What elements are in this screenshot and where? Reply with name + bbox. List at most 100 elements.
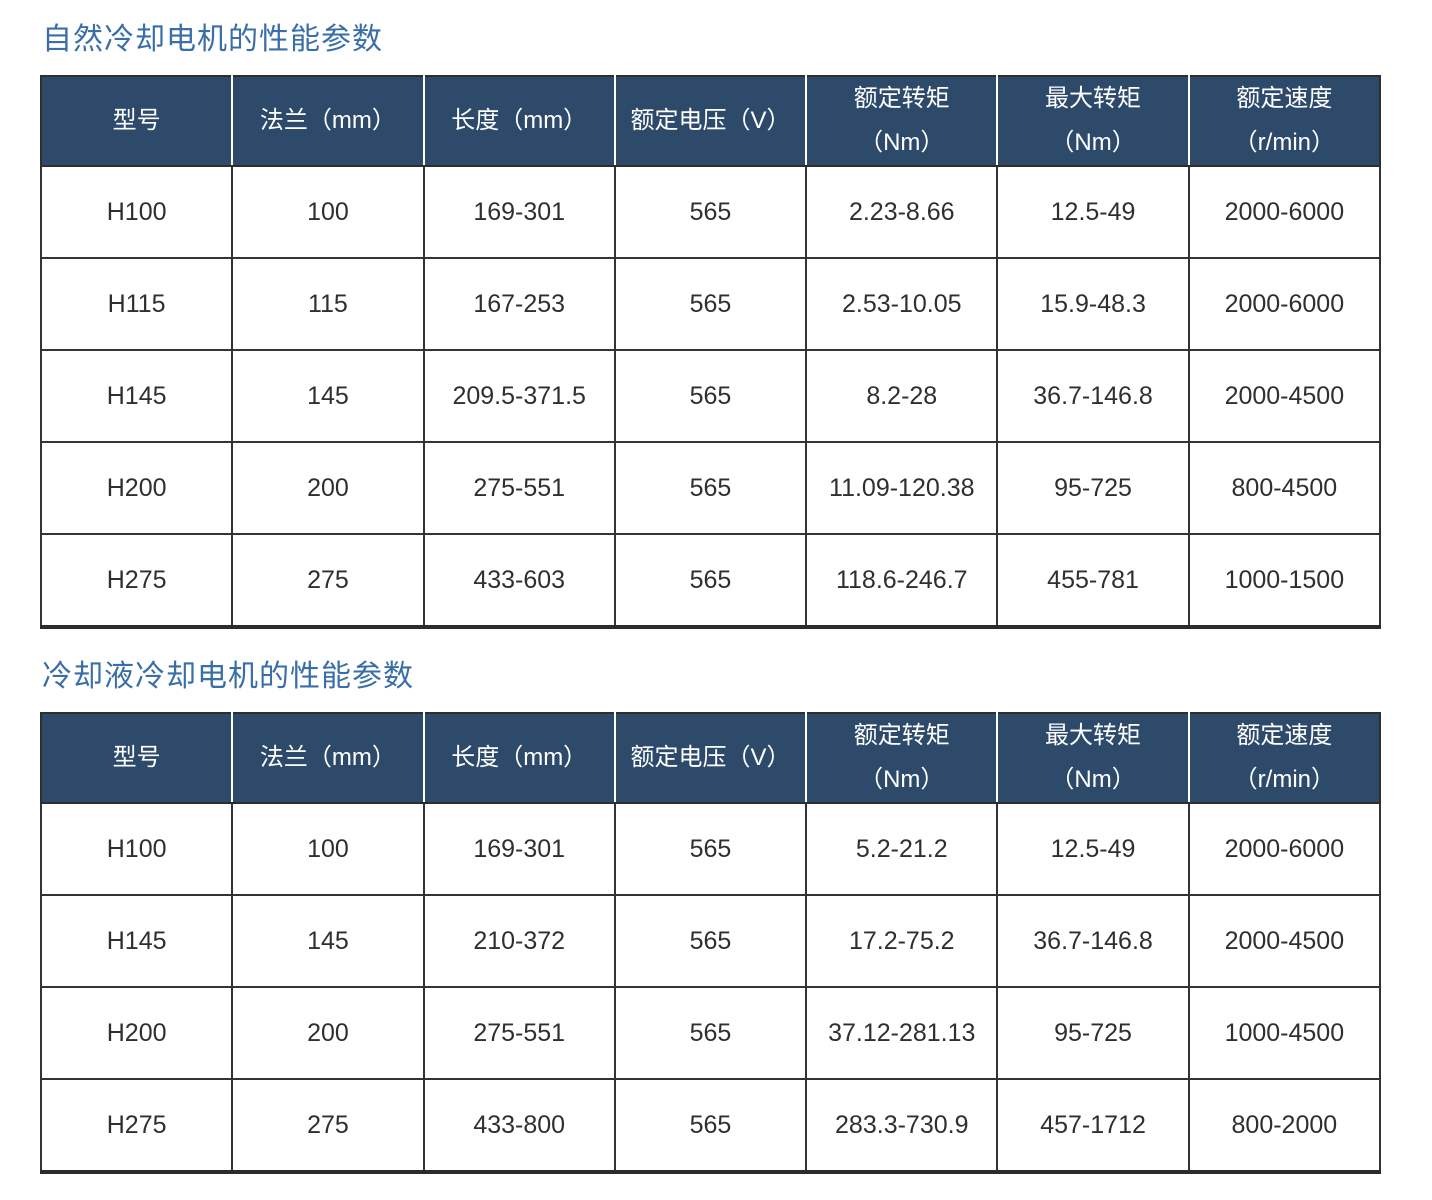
table-cell: 100	[231, 165, 425, 259]
table-title: 自然冷却电机的性能参数	[42, 23, 383, 56]
table-cell: 565	[613, 1078, 808, 1173]
table-cell: 565	[613, 802, 808, 896]
column-header-line1: 额定转矩	[853, 722, 950, 749]
table-cell: 1000-1500	[1187, 533, 1382, 628]
column-header: 额定转矩 （Nm）	[806, 76, 999, 167]
table-cell: 200	[231, 986, 425, 1080]
spec-table: 型号 法兰（mm） 长度（mm） 额定电压（V） 额定转矩 （Nm） 最大转矩 （Nm） 额定速…	[39, 75, 1382, 629]
table-section: 自然冷却电机的性能参数型号 法兰（mm） 长度（mm） 额定电压（V） 额定转矩 （Nm）…	[39, 22, 1382, 629]
header-row: 型号 法兰（mm） 长度（mm） 额定电压（V） 额定转矩 （Nm） 最大转矩 （Nm） 额定速…	[41, 76, 1380, 167]
table-cell: 36.7-146.8	[996, 349, 1190, 443]
table-cell: 210-372	[422, 894, 616, 988]
table-row: H145 145 210-372 565 17.2-75.2 36.7-146.8 2000…	[39, 894, 1382, 988]
table-title: 冷却液冷却电机的性能参数	[42, 660, 414, 693]
column-header-line1: 法兰（mm）	[259, 744, 396, 771]
table-row: H100 100 169-301 565 2.23-8.66 12.5-49 2000-60…	[39, 165, 1382, 259]
column-header: 最大转矩 （Nm）	[997, 713, 1190, 804]
table-cell: 433-603	[422, 533, 616, 628]
table-cell: 565	[613, 441, 808, 535]
table-body: H100 100 169-301 565 5.2-21.2 12.5-49 2000-600…	[39, 802, 1382, 1173]
table-cell: 145	[231, 894, 425, 988]
table-cell: 275	[231, 1078, 425, 1173]
table-cell: 115	[231, 257, 425, 351]
table-row: H200 200 275-551 565 11.09-120.38 95-725 800-4…	[39, 441, 1382, 535]
column-header: 额定电压（V）	[614, 713, 808, 804]
column-header-line1: 型号	[112, 744, 161, 771]
table-header: 型号 法兰（mm） 长度（mm） 额定电压（V） 额定转矩 （Nm） 最大转矩 （Nm） 额定速…	[41, 76, 1380, 167]
table-row: H275 275 433-603 565 118.6-246.7 455-781 1000-…	[39, 533, 1382, 628]
table-cell: 209.5-371.5	[422, 349, 616, 443]
table-cell: 565	[613, 986, 808, 1080]
table-row: H145 145 209.5-371.5 565 8.2-28 36.7-146.8 200…	[39, 349, 1382, 443]
column-header-line2: （Nm）	[859, 129, 945, 156]
column-header-line1: 长度（mm）	[451, 107, 588, 134]
column-header-line1: 型号	[112, 107, 161, 134]
table-cell: 1000-4500	[1187, 986, 1382, 1080]
column-header-line1: 额定速度	[1236, 85, 1333, 112]
table-cell: 2.53-10.05	[805, 257, 999, 351]
column-header-line1: 额定电压（V）	[630, 744, 791, 771]
table-cell: 11.09-120.38	[805, 441, 999, 535]
table-cell: 5.2-21.2	[805, 802, 999, 896]
column-header: 额定速度 （r/min）	[1188, 76, 1380, 167]
table-cell: 800-4500	[1187, 441, 1382, 535]
column-header: 长度（mm）	[423, 76, 616, 167]
column-header-line1: 额定转矩	[853, 85, 950, 112]
table-cell: 37.12-281.13	[805, 986, 999, 1080]
column-header: 额定电压（V）	[614, 76, 808, 167]
table-row: H200 200 275-551 565 37.12-281.13 95-725 1000-…	[39, 986, 1382, 1080]
table-cell: 169-301	[422, 165, 616, 259]
table-cell: 2000-6000	[1187, 802, 1382, 896]
table-cell: H145	[39, 894, 234, 988]
table-cell: 800-2000	[1187, 1078, 1382, 1173]
table-cell: 167-253	[422, 257, 616, 351]
table-section: 冷却液冷却电机的性能参数 型号 法兰（mm） 长度（mm） 额定电压（V） 额定转矩 （Nm…	[39, 659, 1382, 1174]
column-header-line1: 最大转矩	[1045, 85, 1142, 112]
table-cell: 275	[231, 533, 425, 628]
table-cell: 275-551	[422, 441, 616, 535]
table-cell: 12.5-49	[996, 165, 1190, 259]
column-header: 额定转矩 （Nm）	[806, 713, 999, 804]
column-header-line2: （r/min）	[1233, 129, 1336, 156]
table-cell: 2000-6000	[1187, 165, 1382, 259]
column-header-line2: （Nm）	[1050, 129, 1136, 156]
table-cell: 15.9-48.3	[996, 257, 1190, 351]
table-cell: 2000-4500	[1187, 349, 1382, 443]
table-cell: 8.2-28	[805, 349, 999, 443]
table-cell: 275-551	[422, 986, 616, 1080]
table-cell: 95-725	[996, 986, 1190, 1080]
column-header-line1: 长度（mm）	[451, 744, 588, 771]
table-cell: H100	[39, 802, 234, 896]
table-cell: H200	[39, 441, 234, 535]
spec-table: 型号 法兰（mm） 长度（mm） 额定电压（V） 额定转矩 （Nm） 最大转矩 （Nm） 额定速…	[39, 712, 1382, 1174]
table-cell: 100	[231, 802, 425, 896]
table-cell: 145	[231, 349, 425, 443]
table-cell: 565	[613, 894, 808, 988]
table-cell: H200	[39, 986, 234, 1080]
table-row: H100 100 169-301 565 5.2-21.2 12.5-49 2000-600…	[39, 802, 1382, 896]
table-row: H115 115 167-253 565 2.53-10.05 15.9-48.3 2000…	[39, 257, 1382, 351]
table-cell: 169-301	[422, 802, 616, 896]
table-cell: 17.2-75.2	[805, 894, 999, 988]
table-cell: 95-725	[996, 441, 1190, 535]
table-cell: 565	[613, 349, 808, 443]
table-cell: H100	[39, 165, 234, 259]
table-cell: 2.23-8.66	[805, 165, 999, 259]
table-cell: H145	[39, 349, 234, 443]
column-header-line1: 额定速度	[1236, 722, 1333, 749]
header-row: 型号 法兰（mm） 长度（mm） 额定电压（V） 额定转矩 （Nm） 最大转矩 （Nm） 额定速…	[41, 713, 1380, 804]
tables-root: 自然冷却电机的性能参数 型号 法兰（mm） 长度（mm） 额定电压（V） 额定转矩 （Nm）…	[0, 22, 1432, 1174]
column-header: 长度（mm）	[423, 713, 616, 804]
column-header: 法兰（mm）	[232, 76, 425, 167]
table-cell: 2000-4500	[1187, 894, 1382, 988]
table-cell: 457-1712	[996, 1078, 1190, 1173]
table-cell: 2000-6000	[1187, 257, 1382, 351]
table-cell: H275	[39, 1078, 234, 1173]
table-cell: 433-800	[422, 1078, 616, 1173]
table-cell: 36.7-146.8	[996, 894, 1190, 988]
column-header-line2: （Nm）	[1050, 766, 1136, 793]
table-cell: 118.6-246.7	[805, 533, 999, 628]
column-header: 型号	[41, 713, 234, 804]
column-header: 最大转矩 （Nm）	[997, 76, 1190, 167]
